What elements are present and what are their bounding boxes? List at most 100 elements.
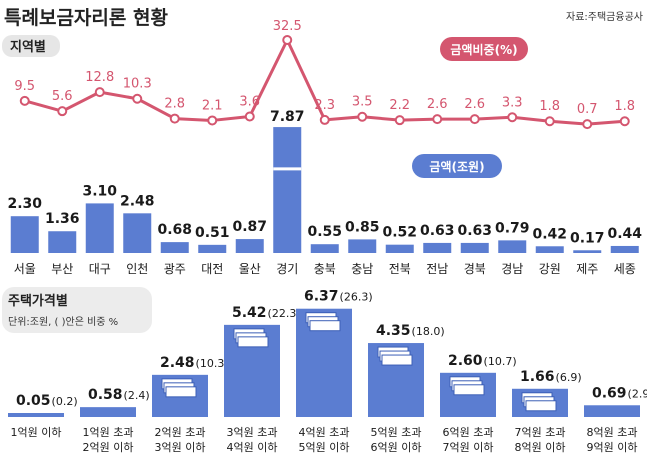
price-tick-label: 4억원 초과 <box>299 426 350 439</box>
price-bar-value: 2.48 <box>160 355 195 371</box>
region-label-group: 서울 부산 대구 인천 광주 대전 울산 경기 충북 충남 전북 전남 경북 경남 강원 제주 세종 <box>14 261 636 276</box>
share-point <box>357 111 368 122</box>
region-tick-label: 충남 <box>351 262 373 276</box>
price-bar-value: 6.37 <box>304 289 339 305</box>
chart-title: 특례보금자리론 현황 <box>4 6 168 29</box>
region-bar <box>310 244 339 253</box>
region-tick-label: 광주 <box>164 262 186 276</box>
price-bar-value: 2.60 <box>448 353 483 369</box>
region-bar <box>10 216 39 253</box>
price-bar-share: (10.3) <box>196 357 229 370</box>
money-stack-icon <box>381 354 413 366</box>
region-bar-group: 2.301.363.102.480.68 0.51 0.87 7.87 0.55 0.85… <box>7 109 642 253</box>
region-bar-value: 0.51 <box>195 225 230 241</box>
price-bar-value: 1.66 <box>520 369 555 385</box>
region-bar-value: 1.36 <box>45 211 80 227</box>
share-point <box>169 113 180 124</box>
share-point <box>319 114 330 125</box>
price-tick-label: 7억원 이하 <box>443 440 494 454</box>
amount-legend-pill <box>412 154 502 178</box>
region-tick-label: 전북 <box>389 262 411 276</box>
price-bar-value: 4.35 <box>376 323 411 339</box>
region-bar <box>535 246 564 253</box>
region-tick-label: 울산 <box>239 262 261 276</box>
region-tick-label: 부산 <box>51 262 73 276</box>
region-bar-value: 0.44 <box>607 226 642 242</box>
region-tick-label: 경기 <box>276 262 298 276</box>
region-tick-label: 인천 <box>126 261 148 276</box>
price-bar-share: (2.9) <box>628 387 647 400</box>
share-value-label: 1.8 <box>539 99 560 114</box>
region-bar <box>423 242 452 253</box>
region-bar <box>573 250 602 253</box>
region-bar <box>610 245 639 253</box>
price-tick-label: 9억원 이하 <box>587 440 638 454</box>
share-value-label: 10.3 <box>123 77 152 92</box>
region-tick-label: 대전 <box>201 262 223 276</box>
share-point <box>207 115 218 126</box>
price-tick-label: 7억원 초과 <box>515 426 566 439</box>
price-tick-label: 8억원 이하 <box>515 440 566 454</box>
price-tick-label: 6억원 초과 <box>443 426 494 439</box>
share-value-label: 5.6 <box>52 89 73 104</box>
share-point <box>394 115 405 126</box>
price-section-pill <box>2 287 152 333</box>
region-bar <box>123 213 152 253</box>
price-bar-value: 0.69 <box>592 385 627 401</box>
price-bar-share: (26.3) <box>340 291 373 304</box>
price-tick-label: 4억원 이하 <box>227 440 278 454</box>
region-bar-value: 0.42 <box>532 226 567 242</box>
region-bar <box>348 239 377 253</box>
region-bar-value: 0.85 <box>345 219 380 235</box>
region-tick-label: 서울 <box>14 262 36 276</box>
share-value-label: 32.5 <box>273 19 302 34</box>
share-point <box>19 95 30 106</box>
price-tick-label: 1억원 이하 <box>11 425 62 439</box>
share-value-label: 3.5 <box>352 95 373 110</box>
price-bar-share: (18.0) <box>412 325 445 338</box>
region-tick-label: 충북 <box>314 262 336 276</box>
region-bar-value: 0.68 <box>157 222 192 238</box>
region-bar-value: 0.63 <box>457 223 492 239</box>
region-bar-value: 0.52 <box>382 225 417 241</box>
source-note: 자료:주택금융공사 <box>566 11 643 23</box>
share-value-label: 2.1 <box>202 98 223 113</box>
region-bar-value: 0.17 <box>570 230 605 246</box>
amount-legend-label: 금액(조원) <box>429 160 484 174</box>
region-tick-label: 경남 <box>501 262 523 276</box>
share-point <box>57 106 68 117</box>
price-bar-share: (0.2) <box>52 395 78 408</box>
share-point <box>619 116 630 127</box>
money-stack-icon <box>525 400 557 412</box>
region-bar-value: 2.30 <box>7 196 42 212</box>
share-value-label: 2.6 <box>464 97 485 112</box>
region-tick-label: 강원 <box>539 262 561 276</box>
share-point <box>507 112 518 123</box>
region-bar <box>85 203 114 253</box>
region-tick-label: 세종 <box>614 262 636 276</box>
region-section-pill <box>2 35 60 57</box>
price-unit-note: 단위:조원, ( )안은 비중 % <box>8 315 118 328</box>
share-point <box>132 93 143 104</box>
share-value-label: 3.3 <box>502 95 523 110</box>
price-bar <box>8 413 64 417</box>
region-bar <box>48 231 77 253</box>
region-bar-value: 0.55 <box>307 224 342 240</box>
price-tick-label: 2억원 이하 <box>83 440 134 454</box>
price-bar-share: (2.4) <box>124 389 150 402</box>
share-point <box>432 114 443 125</box>
price-tick-label: 3억원 이하 <box>155 440 206 454</box>
share-line-group: 9.5 5.6 12.8 10.3 2.8 2.1 3.6 32.5 2.3 3.5 2.2 2.6 2… <box>14 19 635 130</box>
region-bar <box>273 127 302 253</box>
share-value-label: 12.8 <box>85 70 114 85</box>
price-tick-label: 5억원 초과 <box>371 426 422 439</box>
money-stack-icon <box>165 386 197 398</box>
region-tick-label: 대구 <box>89 262 111 276</box>
region-bar-value: 0.79 <box>495 220 530 236</box>
region-bar-value: 0.87 <box>232 219 267 235</box>
price-bar-share: (6.9) <box>556 371 582 384</box>
price-tick-label: 6억원 이하 <box>371 440 422 454</box>
share-point <box>94 87 105 98</box>
share-value-label: 2.8 <box>164 97 185 112</box>
